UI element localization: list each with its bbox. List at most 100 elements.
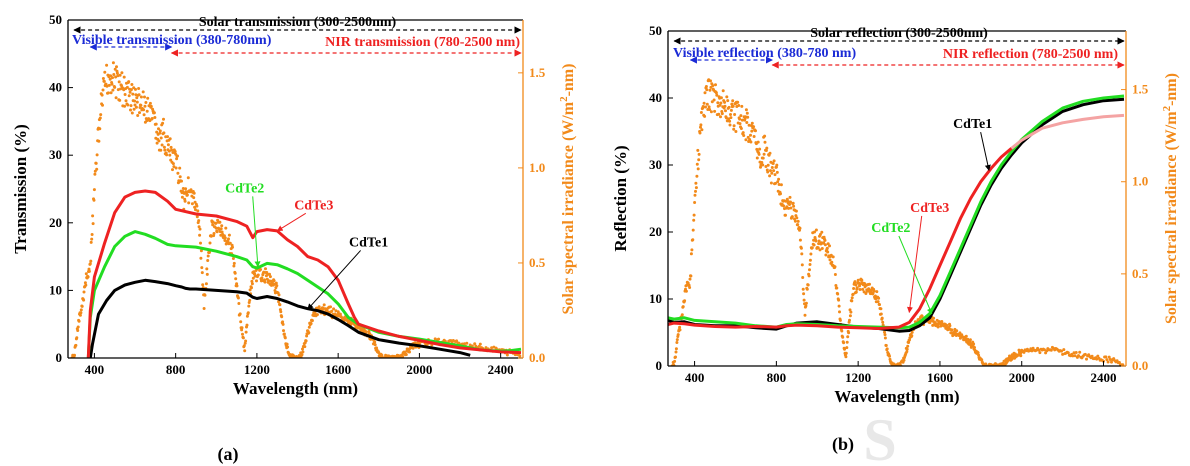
- solar-irradiance-point: [89, 240, 93, 244]
- x-tick-label: 2000: [1009, 370, 1035, 385]
- solar-irradiance-point: [688, 277, 692, 281]
- solar-irradiance-point: [884, 344, 888, 347]
- solar-irradiance-point: [950, 328, 954, 332]
- solar-irradiance-point: [807, 274, 811, 278]
- solar-irradiance-point: [793, 217, 796, 221]
- y2-tick-label: 1.5: [529, 65, 546, 80]
- series-lines: [668, 94, 1125, 333]
- solar-irradiance-point: [782, 204, 786, 208]
- solar-irradiance-dots: [70, 61, 522, 358]
- solar-irradiance-point: [200, 271, 204, 275]
- solar-irradiance-point: [936, 325, 940, 329]
- solar-irradiance-point: [227, 233, 231, 237]
- y-axis-title: Transmission (%): [11, 124, 30, 254]
- solar-irradiance-point: [714, 91, 718, 95]
- solar-irradiance-point: [883, 333, 887, 337]
- solar-irradiance-point: [674, 355, 677, 359]
- solar-irradiance-point: [241, 332, 244, 336]
- solar-irradiance-point: [877, 296, 881, 300]
- solar-irradiance-point: [1083, 352, 1087, 356]
- solar-irradiance-point: [800, 263, 804, 267]
- solar-irradiance-point: [905, 350, 909, 354]
- solar-irradiance-point: [224, 226, 228, 230]
- solar-irradiance-point: [1096, 354, 1100, 358]
- annotation-label: CdTe3: [910, 201, 949, 216]
- solar-irradiance-point: [692, 218, 696, 222]
- solar-irradiance-point: [683, 299, 687, 303]
- solar-irradiance-point: [788, 195, 792, 199]
- solar-irradiance-point: [92, 188, 96, 192]
- solar-irradiance-point: [690, 248, 694, 252]
- solar-irradiance-point: [738, 117, 742, 121]
- solar-irradiance-point: [849, 310, 853, 314]
- y-tick-label: 20: [49, 215, 62, 230]
- solar-irradiance-point: [211, 220, 215, 224]
- solar-irradiance-point: [910, 334, 914, 338]
- solar-irradiance-point: [159, 148, 163, 152]
- solar-irradiance-point: [692, 213, 696, 217]
- solar-irradiance-point: [1106, 360, 1110, 364]
- solar-irradiance-point: [803, 313, 807, 317]
- solar-irradiance-point: [79, 311, 83, 315]
- solar-irradiance-point: [1078, 350, 1082, 354]
- solar-irradiance-point: [73, 353, 76, 357]
- solar-irradiance-point: [814, 228, 818, 232]
- solar-irradiance-point: [114, 75, 118, 79]
- solar-irradiance-point: [160, 143, 164, 147]
- solar-irradiance-point: [228, 241, 232, 245]
- solar-irradiance-point: [673, 359, 677, 363]
- solar-irradiance-point: [842, 341, 846, 345]
- solar-irradiance-point: [854, 283, 858, 287]
- solar-irradiance-point: [133, 103, 137, 107]
- y-tick-label: 10: [649, 291, 662, 306]
- solar-irradiance-point: [770, 171, 774, 175]
- solar-irradiance-point: [206, 259, 210, 262]
- solar-irradiance-point: [89, 259, 93, 263]
- solar-irradiance-point: [77, 319, 81, 323]
- solar-irradiance-point: [433, 337, 437, 341]
- solar-irradiance-point: [236, 296, 240, 300]
- solar-irradiance-point: [760, 161, 764, 164]
- solar-irradiance-point: [825, 246, 829, 250]
- solar-irradiance-point: [676, 333, 680, 337]
- solar-irradiance-point: [805, 287, 809, 291]
- solar-irradiance-point: [809, 252, 813, 256]
- solar-irradiance-point: [688, 286, 692, 289]
- solar-irradiance-point: [181, 187, 185, 190]
- solar-irradiance-point: [880, 316, 884, 320]
- solar-irradiance-point: [150, 117, 154, 120]
- solar-irradiance-point: [75, 336, 79, 340]
- solar-irradiance-point: [303, 345, 307, 349]
- solar-irradiance-point: [199, 256, 203, 260]
- solar-irradiance-point: [689, 252, 693, 256]
- y2-axis-title-main: Solar spectral irradiance (W/m: [1163, 111, 1180, 324]
- solar-irradiance-point: [279, 310, 283, 314]
- solar-irradiance-point: [131, 92, 135, 96]
- solar-irradiance-point: [708, 88, 712, 92]
- solar-irradiance-point: [772, 169, 776, 173]
- solar-irradiance-point: [215, 230, 219, 234]
- solar-irradiance-point: [277, 293, 281, 297]
- solar-irradiance-point: [806, 283, 810, 287]
- solar-irradiance-point: [789, 200, 792, 204]
- solar-irradiance-point: [237, 302, 241, 305]
- solar-irradiance-point: [463, 342, 466, 346]
- solar-irradiance-point: [1066, 351, 1070, 355]
- solar-irradiance-point: [157, 127, 160, 131]
- solar-irradiance-point: [197, 219, 201, 223]
- solar-irradiance-point: [243, 349, 247, 353]
- solar-irradiance-point: [87, 269, 91, 273]
- solar-irradiance-point: [883, 336, 887, 340]
- solar-irradiance-point: [763, 134, 767, 138]
- solar-irradiance-point: [779, 192, 782, 196]
- solar-irradiance-point: [149, 104, 153, 108]
- solar-irradiance-point: [100, 93, 104, 97]
- solar-irradiance-point: [142, 113, 146, 117]
- solar-irradiance-point: [703, 91, 707, 95]
- solar-irradiance-point: [135, 100, 139, 104]
- solar-irradiance-point: [283, 336, 287, 340]
- solar-irradiance-point: [1095, 357, 1099, 361]
- y2-tick-label: 1.0: [529, 160, 545, 175]
- solar-irradiance-point: [473, 342, 477, 346]
- band-label: NIR transmission (780-2500 nm): [325, 35, 520, 50]
